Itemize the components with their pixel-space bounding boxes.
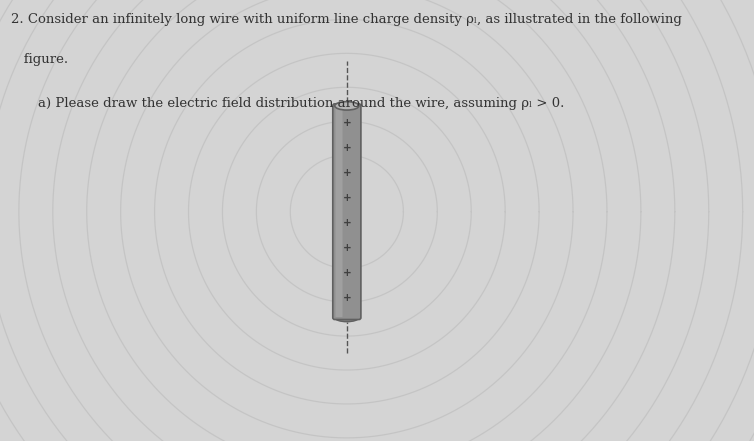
Text: +: +: [342, 292, 351, 303]
Text: +: +: [342, 143, 351, 153]
Text: +: +: [342, 243, 351, 253]
Text: +: +: [342, 118, 351, 128]
Text: a) Please draw the electric field distribution around the wire, assuming ρₗ > 0.: a) Please draw the electric field distri…: [38, 97, 564, 110]
Ellipse shape: [335, 313, 359, 322]
Text: figure.: figure.: [11, 53, 69, 66]
Text: +: +: [342, 268, 351, 278]
Text: +: +: [342, 193, 351, 203]
FancyBboxPatch shape: [333, 104, 361, 320]
Text: +: +: [342, 218, 351, 228]
FancyBboxPatch shape: [336, 106, 342, 317]
Text: +: +: [342, 168, 351, 178]
Ellipse shape: [335, 101, 359, 110]
Text: 2. Consider an infinitely long wire with uniform line charge density ρₗ, as illu: 2. Consider an infinitely long wire with…: [11, 13, 682, 26]
